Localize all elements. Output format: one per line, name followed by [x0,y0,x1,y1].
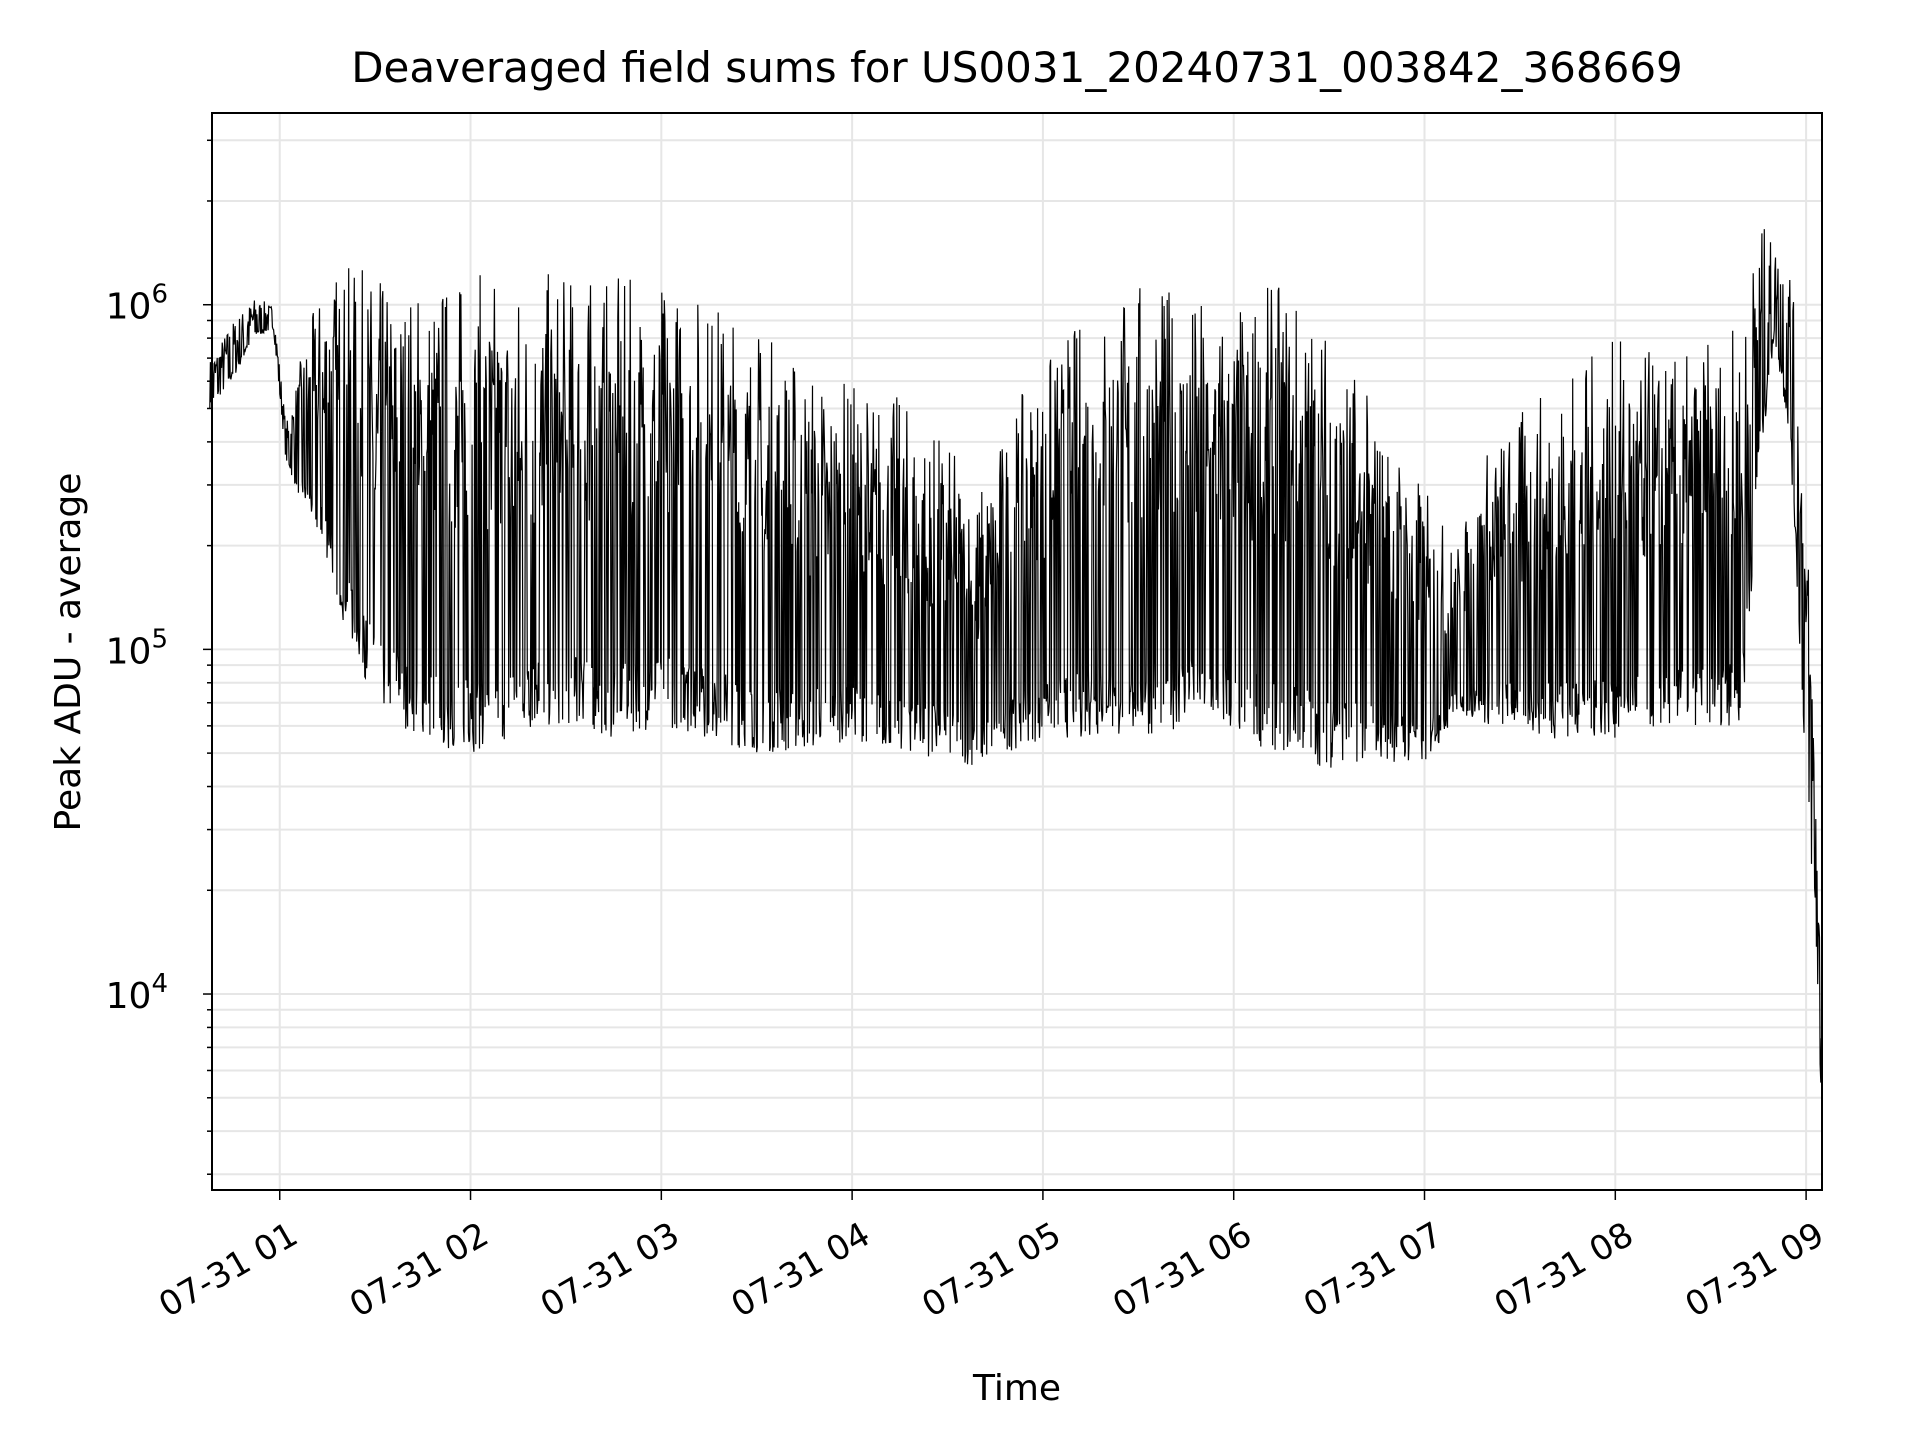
x-tick-label: 07-31 05 [915,1215,1067,1326]
y-axis: 104 105 106 [106,139,212,1175]
y-tick-label: 106 [106,280,168,328]
series-line [209,229,1823,1083]
plot-area [209,229,1823,1083]
x-tick-label: 07-31 08 [1488,1215,1640,1326]
x-tick-label: 07-31 04 [725,1215,877,1326]
x-tick-label: 07-31 02 [343,1215,495,1326]
y-axis-label: Peak ADU - average [48,473,89,832]
gridlines [212,113,1822,1190]
plot-frame [211,112,1823,1191]
x-axis: 07-31 01 07-31 02 07-31 03 07-31 04 07-31 05… [152,1190,1831,1326]
x-tick-label: 07-31 07 [1297,1215,1449,1326]
x-tick-label: 07-31 03 [534,1215,686,1326]
x-tick-label: 07-31 01 [152,1215,304,1326]
y-tick-label: 104 [106,969,168,1017]
y-tick-label: 105 [106,624,168,672]
x-tick-label: 07-31 09 [1679,1215,1831,1326]
x-tick-label: 07-31 06 [1106,1215,1258,1326]
x-axis-label: Time [972,1368,1061,1409]
chart-title: Deaveraged field sums for US0031_2024073… [351,43,1683,92]
